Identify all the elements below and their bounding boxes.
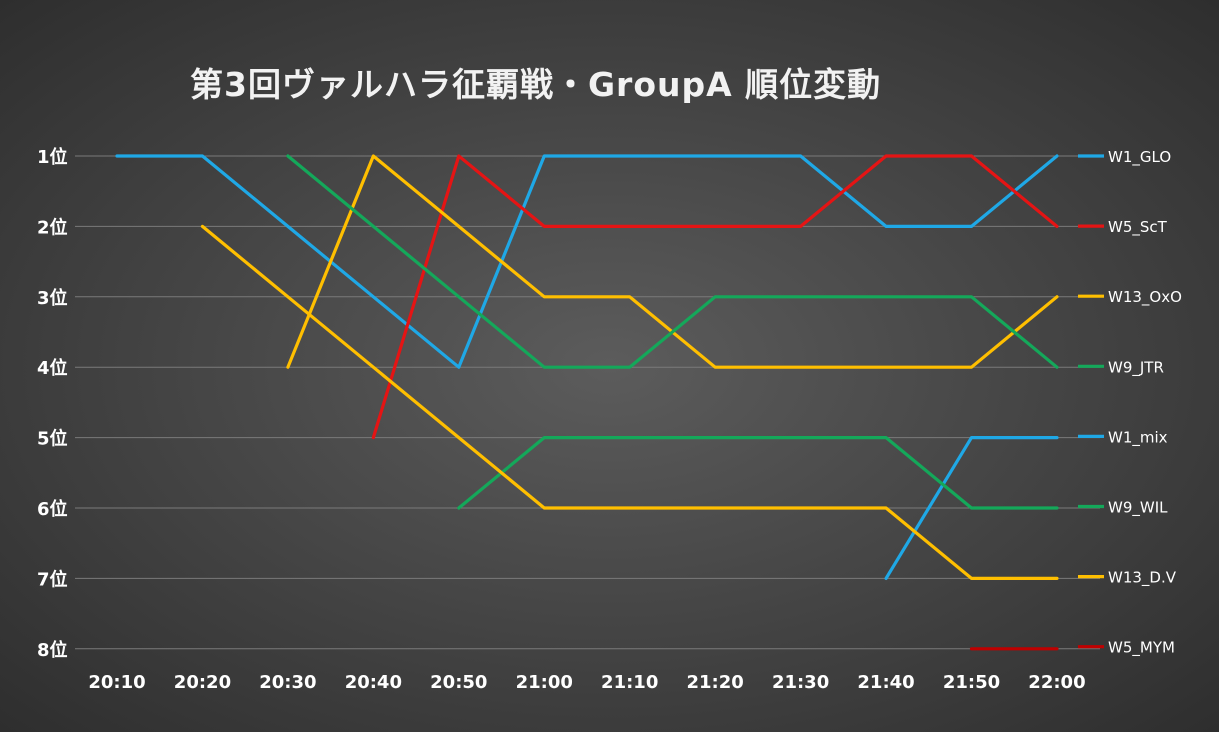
legend-label: W13_D.V (1108, 569, 1177, 588)
x-tick-label: 21:40 (857, 672, 914, 693)
legend-label: W5_ScT (1108, 218, 1168, 237)
legend-label: W1_GLO (1108, 148, 1171, 167)
y-tick-label: 8位 (37, 639, 68, 661)
x-tick-label: 21:30 (772, 672, 829, 693)
x-tick-label: 22:00 (1028, 672, 1085, 693)
x-tick-label: 20:40 (345, 672, 402, 693)
y-tick-label: 1位 (37, 146, 68, 168)
x-tick-label: 21:00 (516, 672, 573, 693)
legend-label: W5_MYM (1108, 639, 1175, 658)
y-tick-label: 5位 (37, 428, 68, 450)
legend-label: W13_OxO (1108, 288, 1182, 307)
y-tick-label: 3位 (37, 287, 68, 309)
series-line (200, 224, 1059, 581)
series-line (457, 436, 1059, 510)
x-tick-label: 20:30 (259, 672, 316, 693)
x-tick-label: 20:50 (430, 672, 487, 693)
y-tick-label: 6位 (37, 498, 68, 520)
chart-title: 第3回ヴァルハラ征覇戦・GroupA 順位変動 (190, 65, 882, 104)
x-tick-label: 21:10 (601, 672, 658, 693)
y-tick-label: 7位 (37, 568, 68, 590)
legend-label: W1_mix (1108, 428, 1168, 447)
x-tick-label: 21:50 (943, 672, 1000, 693)
legend-label: W9_WIL (1108, 499, 1168, 518)
series-line (371, 154, 1059, 440)
legend-label: W9_JTR (1108, 358, 1164, 377)
y-tick-label: 2位 (37, 216, 68, 238)
x-tick-label: 20:20 (174, 672, 231, 693)
series-line (286, 154, 1059, 369)
x-tick-label: 20:10 (88, 672, 145, 693)
series-line (115, 154, 1059, 369)
x-tick-label: 21:20 (687, 672, 744, 693)
y-tick-label: 4位 (37, 357, 68, 379)
